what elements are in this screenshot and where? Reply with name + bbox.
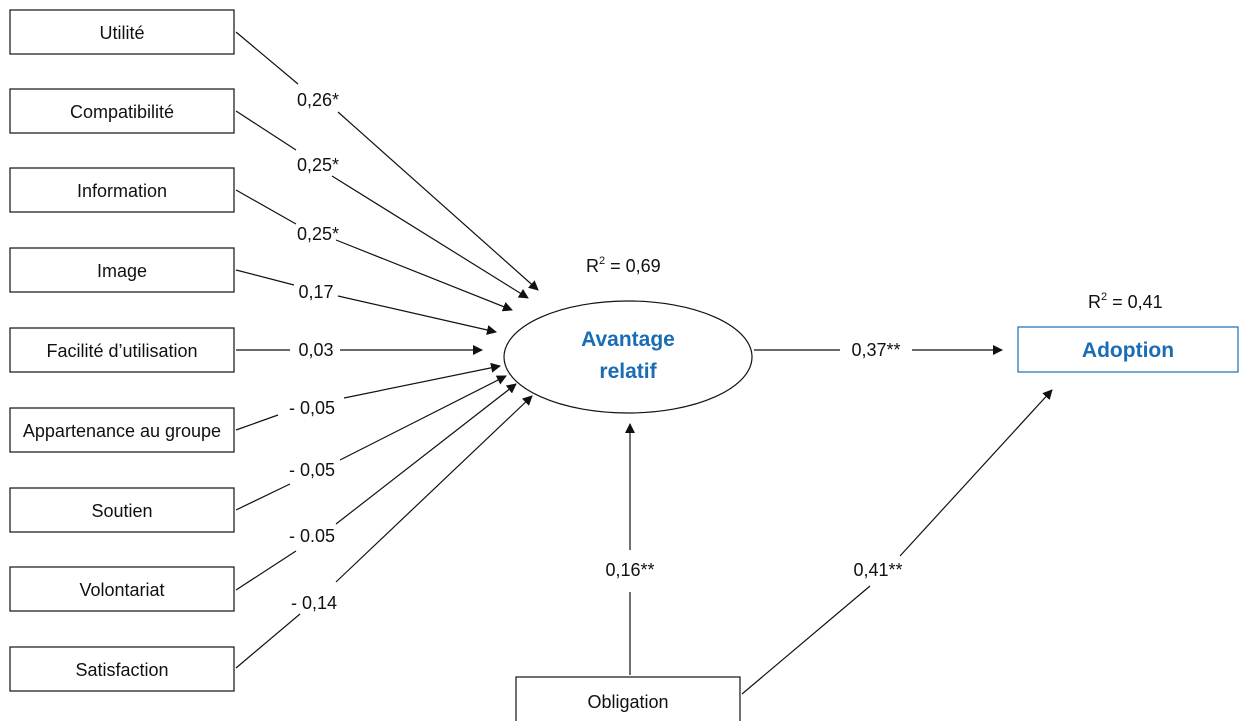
predictor-box-utilite: Utilité xyxy=(9,9,235,55)
predictor-box-satisfaction: Satisfaction xyxy=(9,646,235,692)
coef-obligation-central: 0,16** xyxy=(605,560,654,580)
path-information-segment-b xyxy=(335,239,513,312)
path-image-segment-a xyxy=(235,269,295,286)
predictor-label: Image xyxy=(97,261,147,281)
outcome-box xyxy=(1017,326,1239,373)
path-soutien-segment-a xyxy=(235,483,291,511)
outcome-construct: Adoption R2 = 0,41 xyxy=(1017,291,1239,373)
obligation-to-outcome-path xyxy=(741,389,1053,695)
r2-value: = 0,69 xyxy=(605,256,661,276)
path-obligation-outcome-segment-a xyxy=(741,585,871,695)
path-information-segment-a xyxy=(235,189,297,225)
outcome-r2: R2 = 0,41 xyxy=(1088,291,1163,312)
coef-appartenance: - 0,05 xyxy=(289,398,335,418)
path-image-segment-b xyxy=(337,295,497,335)
coef-information: 0,25* xyxy=(297,224,339,244)
central-r2: R2 = 0,69 xyxy=(586,255,661,276)
path-satisfaction-segment-a xyxy=(235,613,301,669)
path-utilite-segment-a xyxy=(235,31,299,85)
coef-utilite: 0,26* xyxy=(297,90,339,110)
path-satisfaction-segment-b xyxy=(335,395,533,583)
predictor-label: Appartenance au groupe xyxy=(23,421,221,441)
path-appartenance-segment-b xyxy=(343,362,501,399)
coef-image: 0,17 xyxy=(298,282,333,302)
path-compatibilite-segment-b xyxy=(331,175,529,299)
obligation-construct: Obligation xyxy=(515,676,741,721)
path-utilite-segment-b xyxy=(337,111,539,291)
coef-satisfaction: - 0,14 xyxy=(291,593,337,613)
predictor-arrows xyxy=(235,31,539,669)
coef-obligation-outcome: 0,41** xyxy=(853,560,902,580)
central-label-line1: Avantage xyxy=(581,328,675,351)
predictor-box-soutien: Soutien xyxy=(9,487,235,533)
predictor-label: Information xyxy=(77,181,167,201)
predictor-label: Soutien xyxy=(91,501,152,521)
central-label-line2: relatif xyxy=(599,360,657,383)
predictor-coefficients: 0,26* 0,25* 0,25* 0,17 0,03 - 0,05 - 0,0… xyxy=(289,90,339,613)
r2-prefix: R xyxy=(586,256,599,276)
coef-central-outcome: 0,37** xyxy=(851,340,900,360)
predictor-label: Facilité d’utilisation xyxy=(46,341,197,361)
r2-value: = 0,41 xyxy=(1107,292,1163,312)
outcome-label: Adoption xyxy=(1082,339,1174,362)
predictor-box-volontariat: Volontariat xyxy=(9,566,235,612)
path-soutien-segment-b xyxy=(339,375,507,461)
obligation-label: Obligation xyxy=(587,692,668,712)
path-compatibilite-segment-a xyxy=(235,110,297,151)
coef-facilite: 0,03 xyxy=(298,340,333,360)
path-obligation-outcome-segment-b xyxy=(899,389,1053,557)
path-volontariat-segment-b xyxy=(335,383,517,525)
coef-volontariat: - 0.05 xyxy=(289,526,335,546)
predictor-box-facilite: Facilité d’utilisation xyxy=(9,327,235,373)
central-ellipse xyxy=(503,300,753,414)
path-appartenance-segment-a xyxy=(235,414,279,431)
coef-compatibilite: 0,25* xyxy=(297,155,339,175)
predictor-label: Utilité xyxy=(99,23,144,43)
predictor-label: Volontariat xyxy=(79,580,164,600)
path-volontariat-segment-a xyxy=(235,550,297,591)
predictor-box-information: Information xyxy=(9,167,235,213)
r2-superscript: 2 xyxy=(1101,291,1107,303)
predictor-label: Compatibilité xyxy=(70,102,174,122)
obligation-box xyxy=(515,676,741,721)
r2-superscript: 2 xyxy=(599,255,605,267)
predictor-box-compatibilite: Compatibilité xyxy=(9,88,235,134)
predictor-label: Satisfaction xyxy=(75,660,168,680)
predictor-boxes: Utilité Compatibilité Information Image … xyxy=(9,9,235,692)
central-construct: Avantage relatif R2 = 0,69 xyxy=(503,255,753,414)
r2-prefix: R xyxy=(1088,292,1101,312)
predictor-box-image: Image xyxy=(9,247,235,293)
predictor-box-appartenance: Appartenance au groupe xyxy=(9,407,235,453)
coef-soutien: - 0,05 xyxy=(289,460,335,480)
